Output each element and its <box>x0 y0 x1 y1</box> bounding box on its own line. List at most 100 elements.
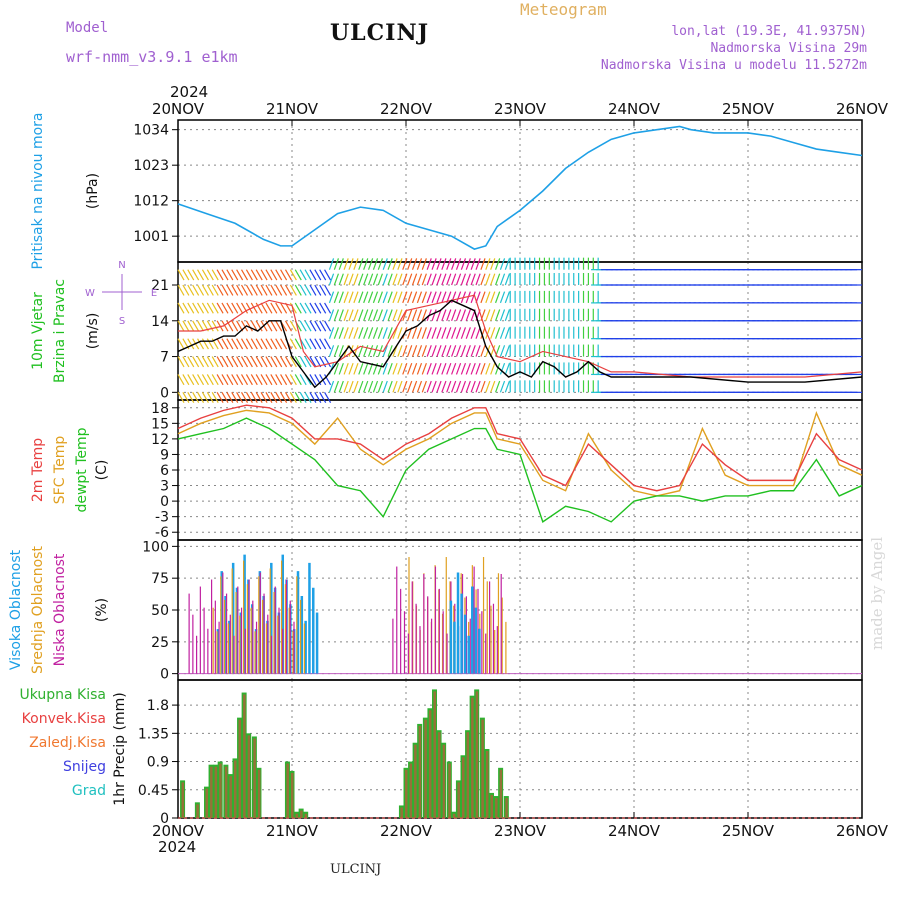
wind-barb <box>250 302 258 314</box>
wind-barb <box>289 284 297 296</box>
compass-n: N <box>118 260 125 271</box>
wind-barb <box>197 284 205 296</box>
x-tick-label-bottom: 25NOV <box>722 822 775 840</box>
wind-barb <box>377 327 383 339</box>
wind-barb <box>446 273 452 286</box>
precip-conv-bar <box>424 719 427 818</box>
wind-barb <box>240 374 249 386</box>
wind-barb <box>255 302 263 314</box>
wind-barb <box>441 309 447 321</box>
wind-barb <box>231 269 239 281</box>
wind-barb <box>338 273 344 286</box>
pressure-unit-label: (hPa) <box>85 173 101 209</box>
precip-conv-bar <box>499 769 503 818</box>
wind-barb <box>377 258 383 270</box>
wind-barb <box>270 338 278 350</box>
precip-conv-bar <box>234 760 237 818</box>
x-tick-label-bottom: 24NOV <box>608 822 661 840</box>
precip-conv-bar <box>243 694 246 818</box>
wind-barb <box>465 273 471 286</box>
pressure-line <box>177 125 863 250</box>
wind-barb <box>240 269 249 281</box>
wind-barb <box>280 302 288 314</box>
x-tick-label-top: 25NOV <box>722 100 775 118</box>
wind-barb <box>411 291 418 304</box>
precip-conv-bar <box>442 744 446 818</box>
sfc-temp-axis-label: SFC Temp <box>52 436 68 505</box>
wind-barb <box>240 302 249 314</box>
wind-barb <box>236 356 244 368</box>
wind-barb <box>177 269 185 281</box>
wind-barb <box>465 258 471 270</box>
wind-barb <box>348 309 354 321</box>
wind-barb <box>206 374 214 386</box>
wind-barb <box>319 269 327 281</box>
wind-barb <box>421 345 427 357</box>
temp-unit-label: (C) <box>94 460 110 481</box>
precip-conv-bar <box>457 782 460 818</box>
precip-conv-bar <box>466 732 470 818</box>
wind-barb <box>407 309 413 321</box>
wind-barb <box>280 284 288 296</box>
precip-conv-bar <box>214 766 218 818</box>
wind-barb <box>475 380 481 393</box>
wind-barb <box>265 284 273 296</box>
wind-barb <box>441 362 447 375</box>
wind-barb <box>294 338 302 350</box>
wind-barb <box>392 291 398 304</box>
wind-barb <box>480 327 486 339</box>
sfc-temp-line <box>177 409 863 497</box>
wind-barb <box>377 291 383 304</box>
wind-barb <box>314 269 322 281</box>
x-tick-label-bottom: 26NOV <box>836 822 889 840</box>
wind-barb <box>490 345 496 357</box>
y-tick-label: 21 <box>151 278 169 294</box>
y-tick-label: 0 <box>160 385 169 401</box>
precip-conv-bar <box>409 763 413 818</box>
wind-barb <box>490 327 496 339</box>
wind-barb <box>211 320 219 332</box>
wind-barb <box>470 273 476 286</box>
wind-barb <box>372 273 379 286</box>
wind-barb <box>270 374 278 386</box>
wind-barb <box>495 258 501 270</box>
wind-barb <box>221 302 229 314</box>
wind-barb <box>226 374 234 386</box>
wind-barb <box>343 258 349 270</box>
wind-barb <box>387 258 393 270</box>
wind-barb <box>480 362 486 375</box>
wind-barb <box>280 269 288 281</box>
wind-barb <box>240 320 249 332</box>
wind-barb <box>221 284 229 296</box>
precip-legend-item: Zaledj.Kisa <box>29 735 106 751</box>
elevation-label: Nadmorska Visina 29m <box>710 41 867 56</box>
wind-barb <box>255 374 263 386</box>
wind-barb <box>201 269 209 281</box>
wind-barb <box>270 392 278 404</box>
wind-barb <box>485 362 491 375</box>
compass-w: W <box>85 288 95 299</box>
wind-barb <box>250 392 258 404</box>
wind-barb <box>426 345 432 357</box>
wind-barb <box>446 327 452 339</box>
wind-barb <box>206 356 214 368</box>
wind-barb <box>324 338 332 350</box>
wind-barb <box>499 380 506 393</box>
wind-barb <box>455 291 462 304</box>
wind-barb <box>240 338 249 350</box>
wind-barb <box>441 345 447 357</box>
y-tick-label: 9 <box>160 447 169 463</box>
wind-barb <box>289 338 297 350</box>
y-tick-label: 3 <box>160 479 169 495</box>
precip-conv-bar <box>471 697 474 818</box>
wind-barb <box>504 327 511 339</box>
precip-conv-bar <box>448 763 451 818</box>
wind-barb <box>504 309 511 321</box>
wind-barb <box>226 269 234 281</box>
wind-barb <box>324 392 332 404</box>
wind-barb <box>402 380 408 393</box>
precip-conv-bar <box>224 766 228 818</box>
wind-barb <box>231 320 239 332</box>
wind-barb <box>289 374 297 386</box>
x-tick-label-top: 22NOV <box>380 100 433 118</box>
